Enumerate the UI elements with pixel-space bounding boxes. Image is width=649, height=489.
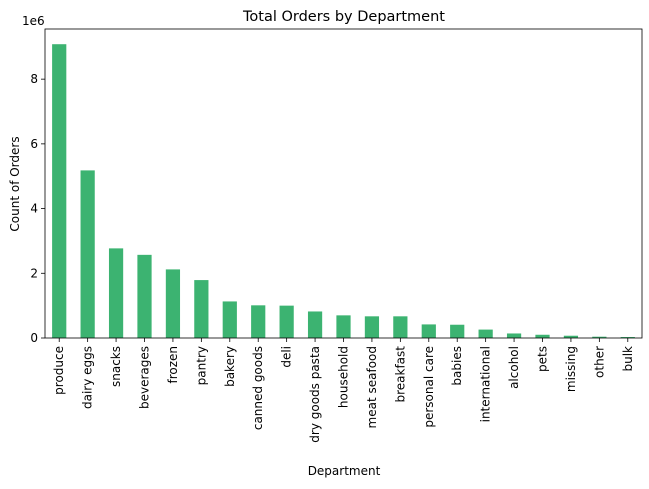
- x-tick-label: beverages: [138, 346, 152, 409]
- bar-missing: [563, 335, 579, 338]
- x-tick-label: snacks: [109, 346, 123, 387]
- y-tick-label: 4: [30, 202, 38, 216]
- bar-deli: [279, 305, 294, 338]
- bar-bakery: [222, 301, 237, 338]
- x-tick-label: pantry: [194, 346, 208, 385]
- x-tick-label: missing: [564, 346, 578, 392]
- x-tick-label: meat seafood: [365, 346, 379, 428]
- x-tick-label: bakery: [223, 346, 237, 387]
- y-tick-label: 2: [30, 266, 38, 280]
- y-tick-label: 0: [30, 331, 38, 345]
- x-tick-label: deli: [280, 346, 294, 368]
- x-tick-label: international: [479, 346, 493, 422]
- x-tick-label: babies: [450, 346, 464, 386]
- bar-frozen: [165, 269, 181, 338]
- x-axis-ticks: produce dairy eggs snacks beverages frozen pa…: [52, 338, 635, 443]
- bar-pantry: [194, 280, 209, 338]
- x-tick-label: frozen: [166, 346, 180, 384]
- bar-breakfast: [393, 316, 408, 338]
- x-tick-label: canned goods: [251, 346, 265, 430]
- bar-canned-goods: [251, 305, 266, 338]
- x-tick-label: personal care: [422, 346, 436, 428]
- bar-dry-goods-pasta: [307, 311, 323, 338]
- bar-snacks: [108, 248, 124, 338]
- bar-babies: [450, 324, 465, 338]
- bar-alcohol: [506, 333, 522, 338]
- y-tick-label: 8: [30, 72, 38, 86]
- x-tick-label: produce: [52, 346, 66, 395]
- x-tick-label: dairy eggs: [81, 346, 95, 409]
- y-tick-label: 6: [30, 137, 38, 151]
- bar-beverages: [137, 254, 152, 338]
- y-axis-label: Count of Orders: [8, 136, 22, 231]
- bar-other: [592, 336, 607, 338]
- bar-household: [336, 315, 351, 338]
- bar-produce: [52, 44, 67, 338]
- bars-group: [52, 44, 635, 338]
- x-tick-label: dry goods pasta: [308, 346, 322, 443]
- x-tick-label: bulk: [621, 346, 635, 372]
- y-axis-offset-label: 1e6: [22, 14, 45, 28]
- x-tick-label: breakfast: [393, 346, 407, 403]
- bar-personal-care: [421, 324, 436, 338]
- bar-international: [478, 329, 493, 338]
- x-tick-label: alcohol: [507, 346, 521, 389]
- x-tick-label: other: [592, 346, 606, 378]
- x-tick-label: pets: [536, 346, 550, 372]
- bar-dairy-eggs: [80, 170, 95, 338]
- y-axis-ticks: 0 2 4 6 8: [30, 72, 45, 345]
- chart-title: Total Orders by Department: [242, 9, 445, 25]
- bar-meat-seafood: [364, 316, 380, 338]
- bar-bulk: [620, 337, 635, 338]
- bar-pets: [535, 334, 550, 338]
- plot-frame: [44, 28, 643, 339]
- x-tick-label: household: [337, 346, 351, 408]
- x-axis-label: Department: [308, 464, 381, 478]
